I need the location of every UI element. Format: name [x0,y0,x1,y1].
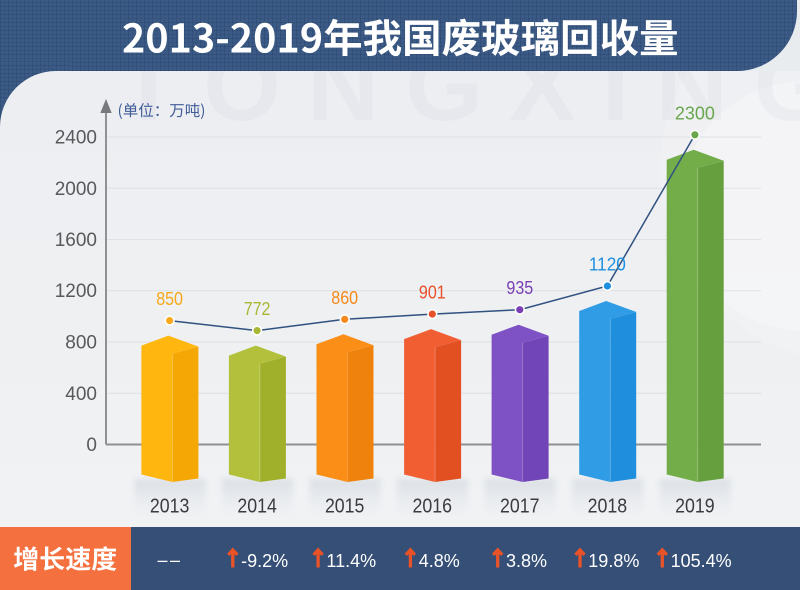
svg-text:1200: 1200 [55,281,97,302]
svg-text:800: 800 [65,333,97,354]
svg-text:2019: 2019 [675,496,715,518]
svg-text:––: –– [157,550,182,570]
svg-text:2400: 2400 [55,128,97,149]
svg-text:2013: 2013 [150,496,190,518]
svg-text:2014: 2014 [237,496,277,518]
svg-text:2016: 2016 [413,496,453,518]
svg-text:2300: 2300 [675,102,715,123]
svg-text:-9.2%: -9.2% [241,551,288,571]
svg-text:901: 901 [419,282,446,303]
svg-text:2017: 2017 [500,496,540,518]
svg-text:860: 860 [331,287,358,308]
svg-text:11.4%: 11.4% [326,551,376,571]
svg-text:850: 850 [156,288,183,309]
svg-text:1600: 1600 [55,230,97,251]
svg-text:2015: 2015 [325,496,365,518]
svg-text:1120: 1120 [589,254,626,275]
svg-text:19.8%: 19.8% [588,551,639,571]
svg-text:400: 400 [65,384,97,405]
svg-text:2018: 2018 [588,496,628,518]
svg-text:105.4%: 105.4% [671,551,732,571]
svg-text:4.8%: 4.8% [419,551,460,571]
svg-text:3.8%: 3.8% [506,551,547,571]
svg-text:935: 935 [506,277,533,298]
svg-text:772: 772 [244,298,271,319]
svg-text:2000: 2000 [55,179,97,200]
svg-text:0: 0 [86,435,97,456]
